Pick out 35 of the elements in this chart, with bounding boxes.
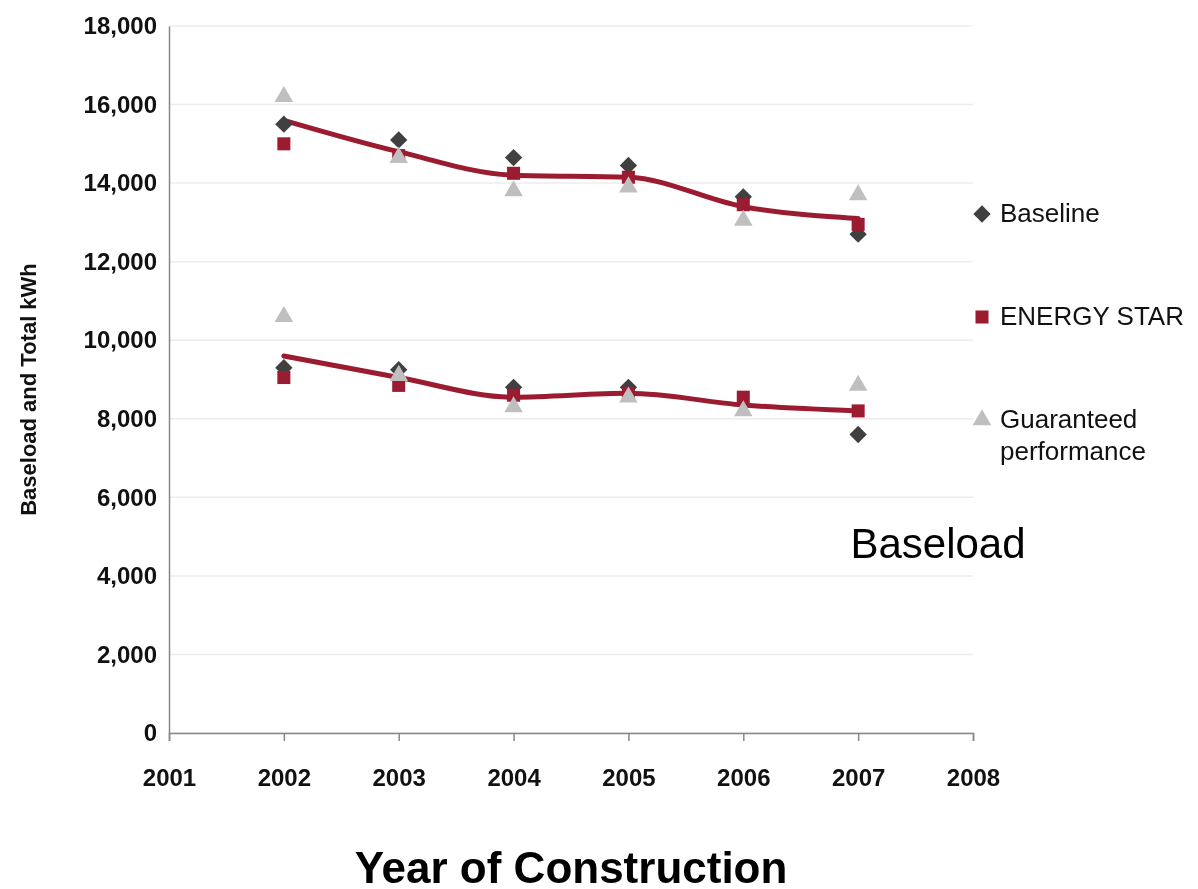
point <box>736 390 750 404</box>
point <box>851 404 865 418</box>
legend-label: Baseline <box>1000 198 1100 228</box>
point <box>390 131 408 149</box>
x-tick-label: 2007 <box>831 764 886 792</box>
y-tick-label: 16,000 <box>83 90 157 118</box>
y-tick-label: 10,000 <box>83 326 157 354</box>
x-tick-label: 2004 <box>487 764 542 792</box>
legend-label: Guaranteed performance <box>1000 404 1146 466</box>
point <box>277 371 291 385</box>
y-tick-label: 6,000 <box>96 483 157 511</box>
y-tick-label: 2,000 <box>96 640 157 668</box>
point <box>504 148 523 167</box>
annotation: Baseload <box>850 520 1026 567</box>
point <box>736 198 750 212</box>
legend-label: ENERGY STAR <box>1000 301 1184 331</box>
y-tick-label: 12,000 <box>83 247 157 275</box>
point <box>507 166 521 180</box>
x-tick-label: 2001 <box>142 764 197 792</box>
y-axis-title: Baseload and Total kWh <box>16 263 41 516</box>
y-tick-label: 18,000 <box>83 12 157 40</box>
x-tick-label: 2002 <box>257 764 312 792</box>
x-tick-label: 2006 <box>717 764 771 792</box>
x-tick-label: 2003 <box>372 764 426 792</box>
point <box>851 217 865 231</box>
y-tick-label: 0 <box>143 719 157 747</box>
x-axis-title: Year of Construction <box>354 843 788 889</box>
y-tick-label: 4,000 <box>96 562 157 590</box>
x-tick-label: 2008 <box>946 764 1001 792</box>
x-tick-label: 2005 <box>602 764 656 792</box>
point <box>275 115 293 133</box>
point <box>849 425 867 444</box>
point <box>277 137 291 151</box>
y-tick-label: 8,000 <box>96 404 157 432</box>
y-tick-label: 14,000 <box>83 169 157 197</box>
